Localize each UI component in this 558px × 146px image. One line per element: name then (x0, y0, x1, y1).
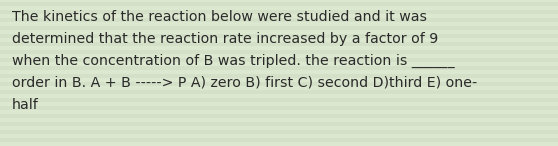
FancyBboxPatch shape (0, 98, 558, 102)
FancyBboxPatch shape (0, 58, 558, 62)
FancyBboxPatch shape (0, 66, 558, 70)
FancyBboxPatch shape (0, 82, 558, 86)
FancyBboxPatch shape (0, 130, 558, 134)
Text: determined that the reaction rate increased by a factor of 9: determined that the reaction rate increa… (12, 32, 438, 46)
FancyBboxPatch shape (0, 90, 558, 94)
FancyBboxPatch shape (0, 2, 558, 6)
FancyBboxPatch shape (0, 10, 558, 14)
FancyBboxPatch shape (0, 138, 558, 142)
Text: order in B. A + B -----> P A) zero B) first C) second D)third E) one-: order in B. A + B -----> P A) zero B) fi… (12, 76, 477, 90)
Text: when the concentration of B was tripled. the reaction is ______: when the concentration of B was tripled.… (12, 54, 455, 68)
FancyBboxPatch shape (0, 18, 558, 22)
FancyBboxPatch shape (0, 34, 558, 38)
Text: half: half (12, 98, 39, 112)
FancyBboxPatch shape (0, 26, 558, 30)
FancyBboxPatch shape (0, 74, 558, 78)
FancyBboxPatch shape (0, 106, 558, 110)
FancyBboxPatch shape (0, 122, 558, 126)
FancyBboxPatch shape (0, 114, 558, 118)
Text: The kinetics of the reaction below were studied and it was: The kinetics of the reaction below were … (12, 10, 427, 24)
FancyBboxPatch shape (0, 42, 558, 46)
FancyBboxPatch shape (0, 50, 558, 54)
